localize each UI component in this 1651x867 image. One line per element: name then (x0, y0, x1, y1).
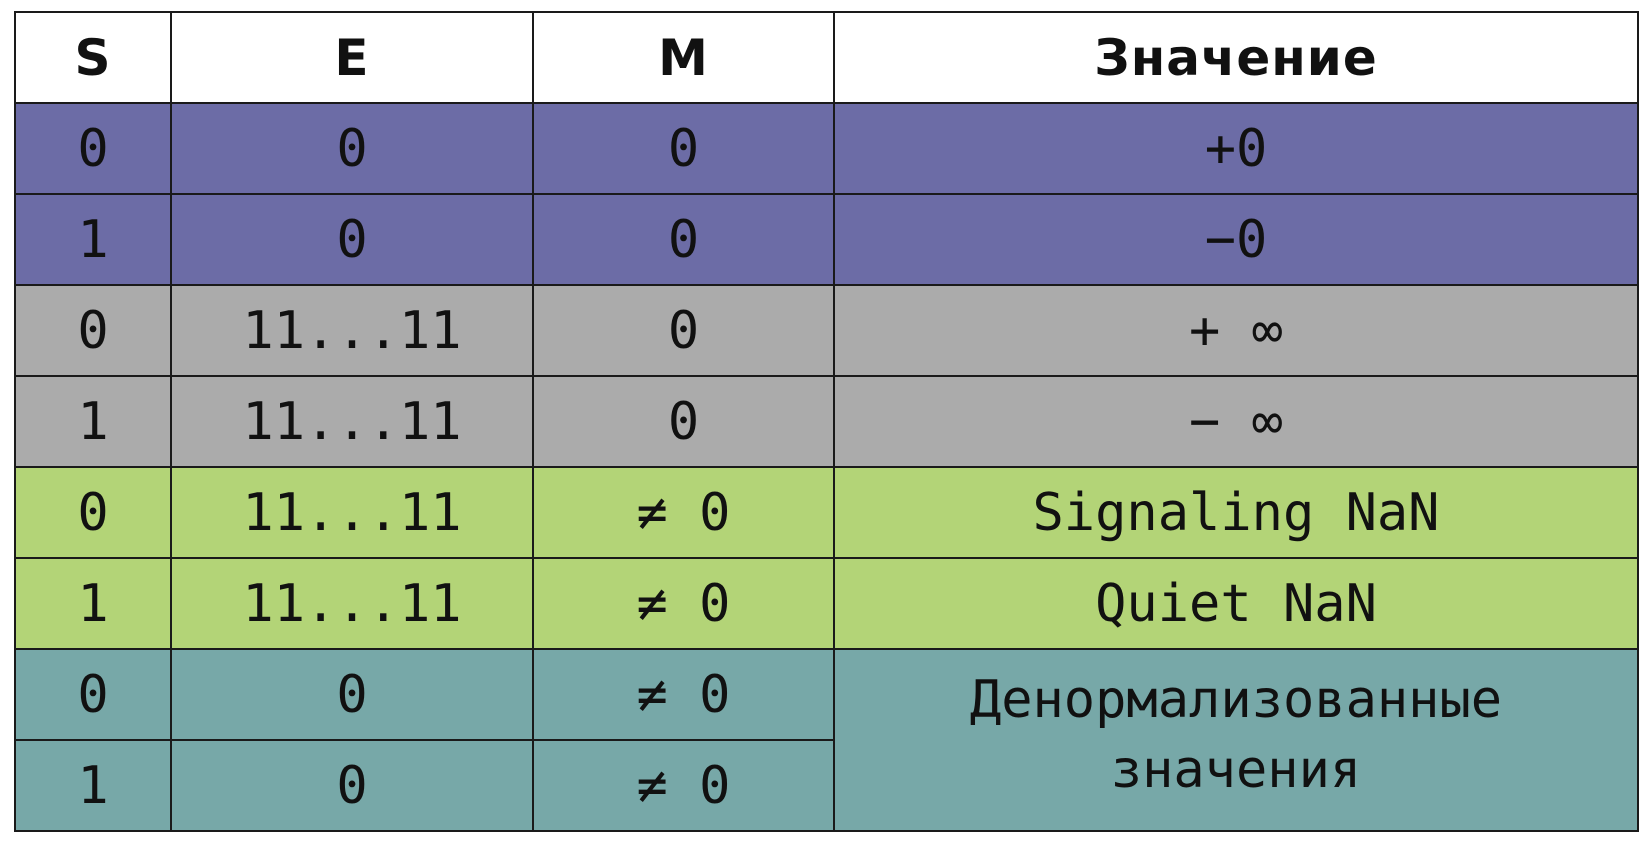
denormalized-label-line1: Денормализованные (969, 670, 1503, 730)
cell-mantissa: 0 (532, 284, 835, 377)
cell-exponent: 0 (170, 648, 534, 741)
cell-value: + ∞ (833, 284, 1639, 377)
cell-sign: 1 (14, 557, 172, 650)
cell-mantissa: ≠ 0 (532, 466, 835, 559)
header-row: S E M Значение (14, 11, 1639, 104)
cell-mantissa: 0 (532, 375, 835, 468)
cell-value: − ∞ (833, 375, 1639, 468)
cell-mantissa: ≠ 0 (532, 648, 835, 741)
table-row: 1 0 ≠ 0 (14, 739, 1638, 832)
cell-exponent: 11...11 (170, 375, 534, 468)
table-row: 0 0 ≠ 0 Денормализованные значения (14, 648, 1639, 832)
header-sign: S (14, 11, 172, 104)
cell-sign: 0 (14, 466, 172, 559)
cell-value: Quiet NaN (833, 557, 1639, 650)
cell-mantissa: ≠ 0 (532, 557, 835, 650)
cell-exponent: 11...11 (170, 557, 534, 650)
cell-value: Signaling NaN (833, 466, 1639, 559)
table-row: 0 0 0 +0 (14, 102, 1639, 195)
table-row: 0 11...11 ≠ 0 Signaling NaN (14, 466, 1639, 559)
cell-exponent: 0 (170, 193, 534, 286)
header-value: Значение (833, 11, 1639, 104)
cell-sign: 0 (14, 284, 172, 377)
cell-sign: 0 (14, 648, 172, 741)
table-row: 1 11...11 ≠ 0 Quiet NaN (14, 557, 1639, 650)
table-row: 1 0 0 −0 (14, 193, 1639, 286)
cell-sign: 1 (14, 375, 172, 468)
cell-value-denormalized: Денормализованные значения (833, 648, 1639, 832)
cell-mantissa: 0 (532, 102, 835, 195)
header-mantissa: M (532, 11, 835, 104)
cell-sign: 0 (14, 102, 172, 195)
ieee754-special-values-table: S E M Значение 0 0 0 +0 1 0 0 −0 0 11...… (14, 11, 1639, 832)
cell-value: −0 (833, 193, 1639, 286)
cell-exponent: 11...11 (170, 466, 534, 559)
table-row: 1 11...11 0 − ∞ (14, 375, 1639, 468)
cell-mantissa: ≠ 0 (532, 739, 835, 832)
cell-value: +0 (833, 102, 1639, 195)
header-exponent: E (170, 11, 534, 104)
cell-mantissa: 0 (532, 193, 835, 286)
cell-sign: 1 (14, 193, 172, 286)
denormalized-label-line2: значения (1110, 740, 1362, 800)
cell-exponent: 11...11 (170, 284, 534, 377)
cell-sign: 1 (14, 739, 172, 832)
cell-exponent: 0 (170, 102, 534, 195)
cell-exponent: 0 (170, 739, 534, 832)
table-row: 0 11...11 0 + ∞ (14, 284, 1639, 377)
